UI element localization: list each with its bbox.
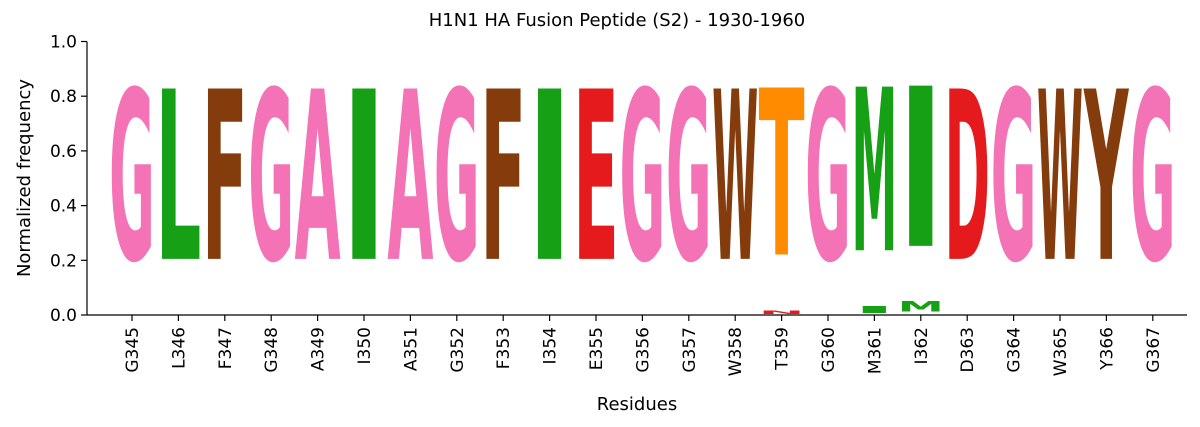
logo-letter-a-a351: A (387, 44, 433, 315)
logo-letter-m-i362: M (898, 299, 944, 315)
logo-letter-t-t359: T (759, 42, 805, 309)
logo-letter-i-i362: I (898, 44, 944, 299)
x-tick-label-g345: G345 (123, 327, 143, 373)
x-tick-label-t359: T359 (773, 327, 793, 371)
x-tick-label-g348: G348 (262, 327, 282, 373)
x-tick-label-i362: I362 (912, 327, 932, 364)
logo-letter-a-a349: A (295, 44, 341, 315)
y-tick-label: 0.6 (50, 142, 77, 162)
y-ticks: 0.0 0.2 0.4 0.6 0.8 1.0 (50, 33, 87, 326)
y-tick-label: 0.2 (50, 251, 77, 271)
x-tick-label-w358: W358 (726, 327, 746, 376)
logo-letter-g-g345: G (109, 43, 155, 315)
logo-letter-g-g352: G (434, 43, 480, 315)
logo-letter-d-d363: D (944, 43, 990, 315)
x-tick-label-a351: A351 (401, 327, 421, 371)
x-tick-label-g360: G360 (819, 327, 839, 373)
x-tick-label-a349: A349 (309, 327, 329, 371)
x-tick-label-e355: E355 (587, 327, 607, 370)
x-tick-label-m361: M361 (865, 327, 885, 374)
x-tick-label-i354: I354 (541, 327, 561, 364)
logo-letter-f-f347: F (202, 41, 248, 314)
x-tick-label-g364: G364 (1005, 327, 1025, 373)
logo-letter-y-y366: Y (1083, 43, 1129, 315)
logo-letter-i-m361: I (851, 304, 897, 315)
y-axis-label: Normalized frequency (14, 79, 35, 277)
x-tick-label-f353: F353 (494, 327, 514, 369)
logo-letter-g-g357: G (666, 43, 712, 315)
x-tick-label-y366: Y366 (1097, 327, 1117, 371)
y-tick-label: 0.0 (50, 306, 77, 326)
x-tick-label-g367: G367 (1144, 327, 1164, 373)
chart-title: H1N1 HA Fusion Peptide (S2) - 1930-1960 (429, 10, 805, 31)
logo-letter-g-g364: G (991, 43, 1037, 315)
logo-letter-i-i354: I (527, 43, 573, 316)
logo-letter-w-w358: W (712, 42, 758, 315)
x-ticks: G345 L346 F347 G348 A349 I350 A351 G352 F353 I354… (123, 315, 1164, 376)
x-axis-label: Residues (597, 394, 677, 415)
x-tick-label-f347: F347 (216, 327, 236, 369)
x-tick-label-g352: G352 (448, 327, 468, 373)
logo-letter-m-m361: M (851, 44, 897, 304)
x-tick-label-w365: W365 (1051, 327, 1071, 376)
x-tick-label-d363: D363 (958, 327, 978, 373)
x-tick-label-g357: G357 (680, 327, 700, 373)
y-tick-label: 0.8 (50, 87, 77, 107)
logo-letter-l-l346: L (155, 41, 201, 314)
axes (86, 41, 1187, 316)
y-tick-label: 1.0 (50, 33, 77, 53)
x-tick-label-i350: I350 (355, 327, 375, 364)
logo-letter-i-i350: I (341, 43, 387, 316)
x-tick-label-g356: G356 (633, 327, 653, 373)
logo-letter-f-f353: F (480, 41, 526, 314)
logo-letter-g-g348: G (248, 43, 294, 315)
logo-letter-e-e355: E (573, 41, 619, 314)
y-tick-label: 0.4 (50, 197, 77, 217)
logo-letter-w-w365: W (1037, 42, 1083, 315)
x-tick-label-l346: L346 (169, 327, 189, 369)
logo-letter-g-g367: G (1130, 43, 1176, 315)
logo-letter-g-g356: G (619, 43, 665, 315)
logo-letter-g-g360: G (805, 43, 851, 315)
logo-letter-n-t359: N (759, 310, 805, 315)
